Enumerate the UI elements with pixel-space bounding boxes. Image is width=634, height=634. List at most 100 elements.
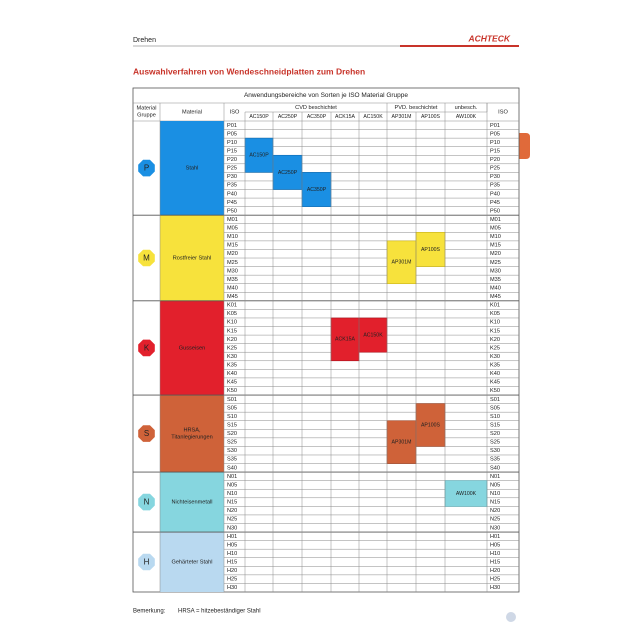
iso-code: H05: [227, 542, 237, 548]
page-number-dot: [506, 612, 516, 622]
iso-code: N10: [227, 491, 237, 497]
table-caption: Anwendungsbereiche von Sorten je ISO Mat…: [244, 92, 408, 99]
group-badge: [138, 425, 155, 442]
iso-code: M10: [227, 234, 238, 240]
material-name: HRSA,: [183, 428, 201, 434]
iso-code: S20: [490, 431, 500, 437]
iso-code: N05: [227, 482, 237, 488]
iso-code: H30: [227, 585, 237, 591]
grade-block-label: AP100S: [421, 247, 441, 253]
grade-name: AW100K: [456, 114, 477, 120]
header-group: Material: [137, 105, 157, 111]
iso-code: H10: [227, 551, 237, 557]
iso-code: K35: [227, 363, 237, 369]
grade-block-label: AP301M: [392, 260, 412, 266]
group-symbol: P: [144, 164, 149, 173]
page-title: Auswahlverfahren von Wendeschneidplatten…: [133, 66, 365, 76]
iso-code: M20: [490, 251, 501, 257]
remark-label: Bemerkung:: [133, 609, 166, 615]
iso-code: M35: [490, 277, 501, 283]
iso-code: N15: [490, 500, 500, 506]
iso-code: P45: [227, 200, 237, 206]
iso-code: N15: [227, 500, 237, 506]
iso-code: M10: [490, 234, 501, 240]
iso-code: K30: [490, 354, 500, 360]
iso-code: H05: [490, 542, 500, 548]
grade-block: [301, 172, 332, 207]
iso-code: N20: [490, 508, 500, 514]
material-name: Rostfreier Stahl: [173, 256, 212, 262]
iso-code: K15: [227, 328, 237, 334]
iso-code: K50: [227, 388, 237, 394]
iso-code: S05: [227, 405, 237, 411]
iso-code: M15: [227, 243, 238, 249]
iso-code: N10: [490, 491, 500, 497]
iso-code: H25: [490, 577, 500, 583]
iso-code: M45: [490, 294, 501, 300]
grade-block: [415, 232, 446, 267]
grade-block: [244, 137, 274, 173]
group-badge: [138, 249, 155, 267]
grade-block: [415, 403, 446, 447]
iso-code: H01: [227, 534, 237, 540]
iso-code: P50: [227, 208, 237, 214]
grade-name: AP301M: [392, 114, 412, 120]
iso-code: M01: [490, 217, 501, 223]
iso-code: K30: [227, 354, 237, 360]
iso-code: P15: [227, 148, 237, 154]
iso-code: K10: [227, 320, 237, 326]
material-cell: [160, 121, 224, 216]
header-material: Material: [182, 109, 202, 115]
iso-code: P05: [227, 131, 237, 137]
group-badge: [138, 553, 155, 571]
material-name: Titanlegierungen: [171, 435, 212, 441]
iso-code: S35: [227, 457, 237, 463]
iso-code: P50: [490, 208, 500, 214]
brand: ACHTECK: [467, 33, 510, 43]
iso-code: N20: [227, 508, 237, 514]
iso-code: S01: [490, 397, 500, 403]
coating-group: PVD. beschichtet: [395, 105, 438, 111]
grade-block-label: AC250P: [278, 170, 298, 176]
table: Anwendungsbereiche von Sorten je ISO Mat…: [132, 87, 520, 593]
iso-code: N25: [227, 517, 237, 523]
grade-name: AC350P: [307, 114, 327, 120]
iso-code: M05: [227, 226, 238, 232]
material-cell: [160, 395, 224, 473]
iso-code: P35: [490, 183, 500, 189]
iso-code: P30: [227, 174, 237, 180]
iso-code: N01: [490, 474, 500, 480]
group-symbol: H: [144, 558, 150, 567]
iso-code: H15: [490, 560, 500, 566]
iso-code: P30: [490, 174, 500, 180]
iso-code: M40: [227, 285, 238, 291]
iso-code: K10: [490, 320, 500, 326]
iso-code: S01: [227, 397, 237, 403]
iso-code: S15: [227, 422, 237, 428]
iso-code: M25: [490, 260, 501, 266]
iso-code: S05: [490, 405, 500, 411]
iso-code: S40: [490, 465, 500, 471]
section-name: Drehen: [133, 37, 156, 44]
group-symbol: N: [144, 498, 150, 507]
iso-code: P05: [490, 131, 500, 137]
iso-code: S20: [227, 431, 237, 437]
iso-code: N25: [490, 517, 500, 523]
iso-code: M35: [227, 277, 238, 283]
material-name: Gehärteter Stahl: [171, 560, 212, 566]
iso-code: K40: [227, 371, 237, 377]
iso-code: S25: [227, 440, 237, 446]
iso-code: N01: [227, 474, 237, 480]
iso-code: S35: [490, 457, 500, 463]
iso-code: H20: [227, 568, 237, 574]
iso-code: K35: [490, 363, 500, 369]
iso-code: M30: [227, 268, 238, 274]
iso-code: P10: [490, 140, 500, 146]
iso-code: P10: [227, 140, 237, 146]
iso-code: P40: [227, 191, 237, 197]
group-badge: [138, 493, 155, 511]
grade-name: AP100S: [421, 114, 441, 120]
grade-name: ACK15A: [335, 114, 355, 120]
iso-code: M20: [227, 251, 238, 257]
